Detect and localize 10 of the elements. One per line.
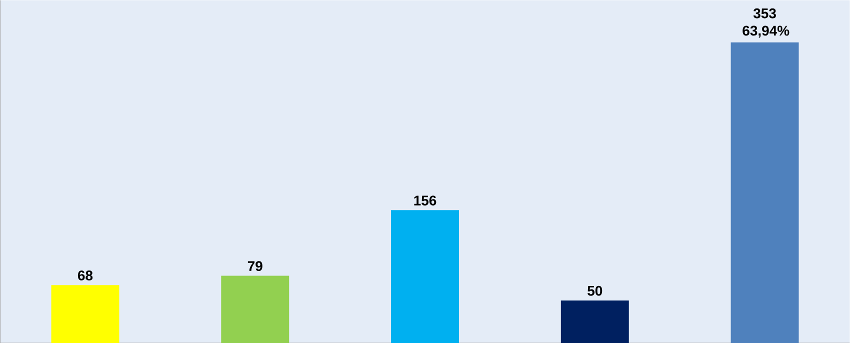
bar: [560, 300, 629, 343]
bar: [730, 42, 799, 343]
data-label: 79: [248, 260, 262, 271]
data-label: 353 63,94%: [742, 8, 790, 38]
data-label: 50: [588, 286, 602, 296]
bar: [221, 276, 290, 343]
data-label: 156: [414, 195, 436, 206]
bar: [391, 210, 459, 343]
bar: [51, 284, 120, 343]
data-label: 68: [78, 270, 93, 280]
